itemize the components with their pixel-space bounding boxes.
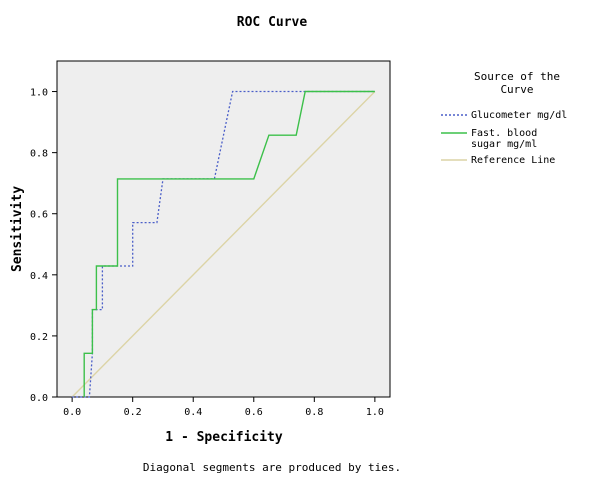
x-tick-label: 0.4 [184, 407, 202, 418]
footnote: Diagonal segments are produced by ties. [143, 461, 401, 474]
legend-title: Curve [500, 83, 533, 96]
x-axis-title: 1 - Specificity [165, 430, 283, 445]
legend-title: Source of the [474, 70, 560, 83]
y-axis-title: Sensitivity [10, 186, 25, 272]
y-tick-label: 0.8 [30, 149, 48, 160]
y-tick-label: 0.0 [30, 393, 48, 404]
x-tick-label: 0.0 [63, 407, 81, 418]
chart-title: ROC Curve [237, 15, 308, 30]
series-line-2 [71, 91, 376, 398]
x-tick-label: 0.6 [245, 407, 263, 418]
series-layer [71, 90, 376, 398]
x-tick-label: 0.2 [124, 407, 142, 418]
y-tick-label: 0.4 [30, 271, 48, 282]
x-tick-label: 1.0 [366, 407, 384, 418]
legend-label-2: Reference Line [471, 155, 555, 166]
axes: 0.0 0.2 0.4 0.6 0.8 1.0 0.0 0.2 0.4 0.6 0.8 1.0 [30, 88, 384, 418]
y-tick-label: 0.6 [30, 210, 48, 221]
y-tick-label: 0.2 [30, 332, 48, 343]
legend-label-1: sugar mg/ml [471, 139, 537, 150]
plot-area [56, 60, 391, 398]
y-tick-label: 1.0 [30, 88, 48, 99]
series-line-1 [83, 90, 375, 397]
legend-label-0: Glucometer mg/dl [471, 110, 567, 121]
x-tick-label: 0.8 [305, 407, 323, 418]
legend-label-1: Fast. blood [471, 128, 537, 139]
